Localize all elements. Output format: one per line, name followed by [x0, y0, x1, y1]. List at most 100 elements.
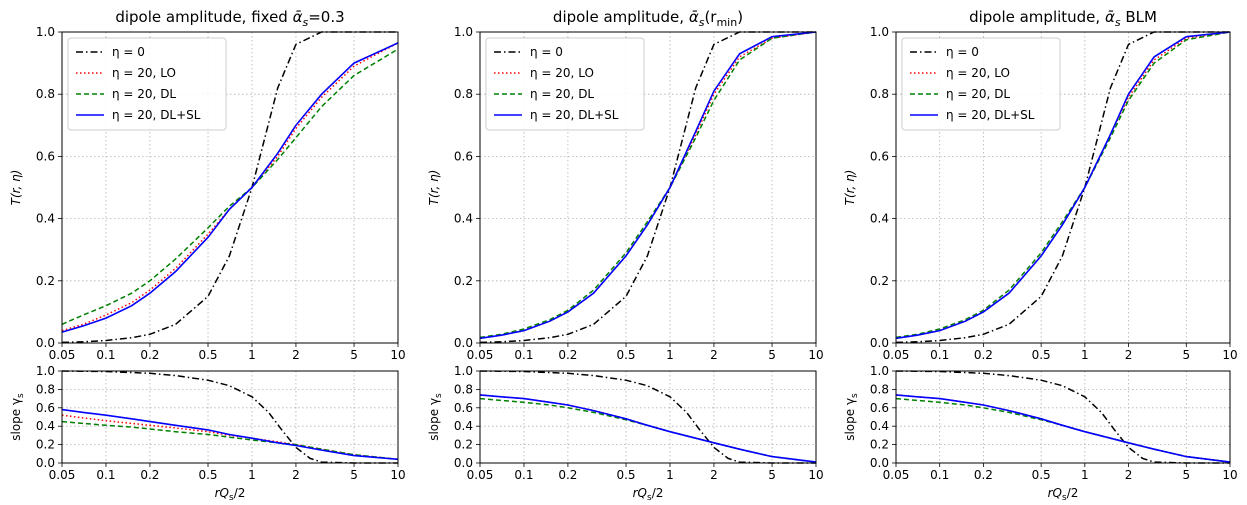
y-tick-label: 0.2: [870, 274, 889, 288]
series-line-2: [895, 31, 1231, 339]
y-tick-label: 0.8: [36, 87, 55, 101]
x-tick-label: 5: [1182, 348, 1190, 362]
y-axis-label: T(r, η): [427, 170, 441, 206]
series-line-1: [61, 414, 399, 461]
x-tick-label: 0.2: [558, 348, 577, 362]
x-tick-label: 10: [390, 348, 405, 362]
x-tick-label: 5: [1182, 468, 1190, 482]
x-tick-label: 0.2: [974, 468, 993, 482]
chart-panel-top-left: 0.05 0.1 0.2 0.5 1 2 5 10 0.0 0.2 0.4 0.6 0.8 1.0 T(r,…: [9, 8, 406, 362]
y-tick-label: 0.8: [870, 382, 889, 396]
legend-label: η = 20, DL+SL: [530, 108, 619, 122]
series-line-0: [61, 370, 398, 464]
grid: [479, 370, 817, 464]
x-tick-label: 2: [1125, 348, 1133, 362]
y-tick-label: 1.0: [36, 364, 55, 378]
legend-box: [67, 37, 227, 131]
x-tick-label: 2: [292, 348, 300, 362]
x-tick-label: 0.05: [49, 348, 76, 362]
series-line-3: [895, 394, 1231, 463]
plot-frame: [895, 31, 1231, 344]
x-tick-label: 0.05: [883, 468, 910, 482]
y-tick-label: 0.2: [870, 438, 889, 452]
x-tick-label: 2: [1125, 468, 1133, 482]
x-axis-label: rQs/2: [215, 486, 246, 503]
series-line-2: [895, 397, 1231, 463]
legend-label: η = 20, DL+SL: [946, 108, 1035, 122]
y-axis-label: slope γs: [427, 393, 444, 441]
x-tick-label: 5: [768, 348, 776, 362]
x-tick-label: 1: [1081, 348, 1089, 362]
x-tick-label: 0.05: [49, 468, 76, 482]
x-tick-label: 10: [808, 348, 823, 362]
legend-label: η = 0: [112, 45, 145, 59]
plot-frame: [61, 31, 399, 344]
x-tick-label: 0.1: [514, 348, 533, 362]
plot-frame: [479, 370, 817, 464]
legend-label: η = 0: [946, 45, 979, 59]
x-tick-label: 5: [350, 468, 358, 482]
y-axis-label: slope γs: [9, 393, 26, 441]
series-line-2: [61, 48, 399, 325]
x-tick-label: 5: [350, 348, 358, 362]
x-tick-label: 0.2: [558, 468, 577, 482]
y-tick-label: 0.0: [454, 456, 473, 470]
x-tick-label: 0.5: [1032, 468, 1051, 482]
y-tick-label: 1.0: [870, 25, 889, 39]
chart-title: dipole amplitude, ᾱs BLM: [969, 8, 1157, 29]
series-line-1: [479, 394, 817, 463]
y-tick-label: 0.6: [454, 149, 473, 163]
y-axis-label: T(r, η): [843, 170, 857, 206]
legend-label: η = 20, DL+SL: [112, 108, 201, 122]
y-axis-label: T(r, η): [9, 170, 23, 206]
series-line-0: [479, 370, 816, 464]
y-tick-label: 0.6: [454, 401, 473, 415]
x-tick-label: 2: [710, 348, 718, 362]
legend-box: [901, 37, 1061, 131]
x-tick-label: 10: [1222, 468, 1237, 482]
plot-frame: [895, 370, 1231, 464]
chart-panel-bottom-right: 0.05 0.1 0.2 0.5 1 2 5 10 0.0 0.2 0.4 0.6 0.8 1.0 slop…: [843, 364, 1238, 503]
y-tick-label: 0.8: [454, 382, 473, 396]
y-tick-label: 1.0: [454, 364, 473, 378]
x-tick-label: 1: [248, 468, 256, 482]
y-tick-label: 0.6: [870, 401, 889, 415]
y-tick-label: 0.0: [454, 336, 473, 350]
legend-label: η = 20, DL: [946, 87, 1010, 101]
chart-title: dipole amplitude, fixed ᾱs=0.3: [115, 8, 344, 29]
y-tick-label: 0.4: [870, 212, 889, 226]
x-tick-label: 0.1: [930, 348, 949, 362]
legend-label: η = 20, LO: [946, 66, 1010, 80]
series-line-0: [895, 370, 1230, 464]
x-tick-label: 0.5: [616, 348, 635, 362]
x-tick-label: 1: [1081, 468, 1089, 482]
series-line-0: [61, 31, 398, 344]
y-tick-label: 0.2: [454, 274, 473, 288]
plot-frame: [479, 31, 817, 344]
y-tick-label: 1.0: [36, 25, 55, 39]
plot-frame: [61, 370, 399, 464]
series-line-1: [895, 394, 1231, 463]
y-tick-label: 0.8: [36, 382, 55, 396]
series-line-2: [479, 31, 817, 339]
series-line-3: [479, 31, 817, 340]
x-tick-label: 0.1: [96, 348, 115, 362]
x-tick-label: 0.5: [198, 468, 217, 482]
legend: η = 0 η = 20, LO η = 20, DL η = 20, DL+SL: [901, 37, 1061, 131]
x-tick-label: 10: [390, 468, 405, 482]
x-tick-label: 0.1: [514, 468, 533, 482]
legend: η = 0 η = 20, LO η = 20, DL η = 20, DL+SL: [485, 37, 645, 131]
grid: [61, 370, 399, 464]
x-tick-label: 0.5: [198, 348, 217, 362]
series-line-0: [479, 31, 816, 344]
y-tick-label: 0.4: [36, 212, 55, 226]
series-line-3: [479, 394, 817, 463]
chart-panel-top-right: 0.05 0.1 0.2 0.5 1 2 5 10 0.0 0.2 0.4 0.6 0.8 1.0 T(r,…: [843, 8, 1238, 362]
x-tick-label: 0.05: [883, 348, 910, 362]
x-tick-label: 0.05: [467, 348, 494, 362]
y-tick-label: 1.0: [870, 364, 889, 378]
x-tick-label: 2: [292, 468, 300, 482]
legend-label: η = 20, DL: [112, 87, 176, 101]
y-tick-label: 0.0: [870, 336, 889, 350]
